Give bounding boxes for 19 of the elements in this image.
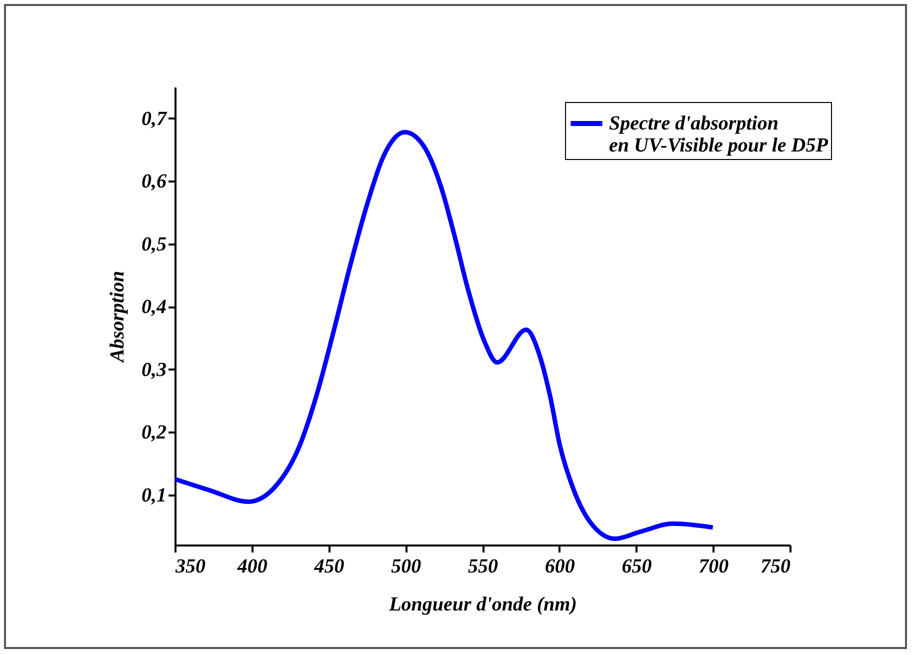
y-tick-label: 0,7 <box>142 108 168 130</box>
x-tick-label: 550 <box>468 556 498 578</box>
y-tick-label: 0,3 <box>142 358 166 381</box>
legend-label: Spectre d'absorption en UV-Visible pour le D5P <box>609 112 829 156</box>
x-tick-label: 650 <box>622 556 652 578</box>
y-axis-title: Absorption <box>106 270 128 364</box>
x-tick-label: 750 <box>760 556 790 578</box>
y-tick-label: 0,5 <box>142 233 166 256</box>
y-tick-label: 0,2 <box>142 422 166 444</box>
x-tick-label: 350 <box>174 556 206 578</box>
x-axis-title: Longueur d'onde (nm) <box>388 594 577 616</box>
x-tick-label: 500 <box>391 556 422 578</box>
y-tick-label: 0,6 <box>142 170 166 193</box>
x-tick-label: 400 <box>236 556 268 578</box>
y-tick-label: 0,4 <box>142 296 166 318</box>
x-tick-label: 600 <box>544 556 575 578</box>
x-tick-label: 450 <box>313 556 344 578</box>
x-tick-label: 700 <box>698 556 729 578</box>
y-tick-label: 0,1 <box>142 484 166 506</box>
